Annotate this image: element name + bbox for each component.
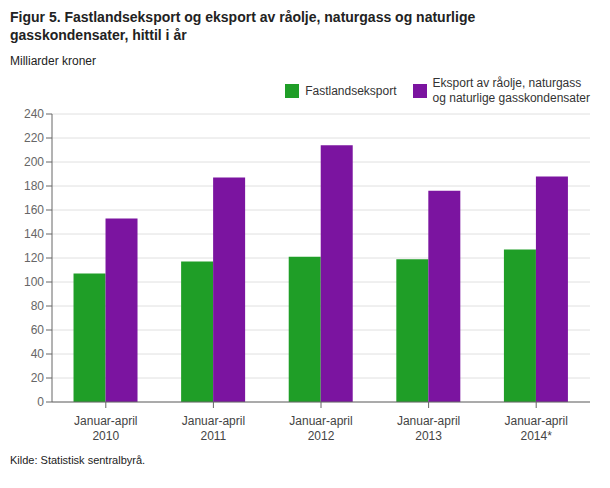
html-text:gasskondensater, hittil i år: gasskondensater, hittil i år — [10, 27, 187, 43]
html-text:Eksport av råolje, naturgass o: Eksport av råolje, naturgass og naturlig… — [432, 76, 590, 105]
svg-text:40: 40 — [31, 347, 45, 361]
svg-text:220: 220 — [24, 131, 44, 145]
svg-text:140: 140 — [24, 227, 44, 241]
svg-text:Januar-april2012: Januar-april2012 — [289, 414, 352, 443]
svg-text:200: 200 — [24, 155, 44, 169]
html-text:Kilde: Statistisk sentralbyrå.: Kilde: Statistisk sentralbyrå. — [10, 454, 146, 466]
svg-text:120: 120 — [24, 251, 44, 265]
html-text:Fastlandseksport: Fastlandseksport — [305, 83, 397, 98]
html-text:Milliarder kroner: Milliarder kroner — [10, 54, 96, 68]
svg-text:20: 20 — [31, 371, 45, 385]
svg-text:Januar-april2014*: Januar-april2014* — [505, 414, 568, 443]
svg-text:0: 0 — [37, 395, 44, 409]
svg-text:60: 60 — [31, 323, 45, 337]
html-text:Figur 5. Fastlandseksport og e: Figur 5. Fastlandseksport og eksport av … — [10, 9, 476, 25]
svg-text:Januar-april2013: Januar-april2013 — [397, 414, 460, 443]
svg-text:80: 80 — [31, 299, 45, 313]
svg-text:Januar-april2011: Januar-april2011 — [182, 414, 245, 443]
svg-text:180: 180 — [24, 179, 44, 193]
svg-text:100: 100 — [24, 275, 44, 289]
svg-text:Januar-april2010: Januar-april2010 — [74, 414, 137, 443]
svg-text:240: 240 — [24, 107, 44, 121]
svg-text:160: 160 — [24, 203, 44, 217]
